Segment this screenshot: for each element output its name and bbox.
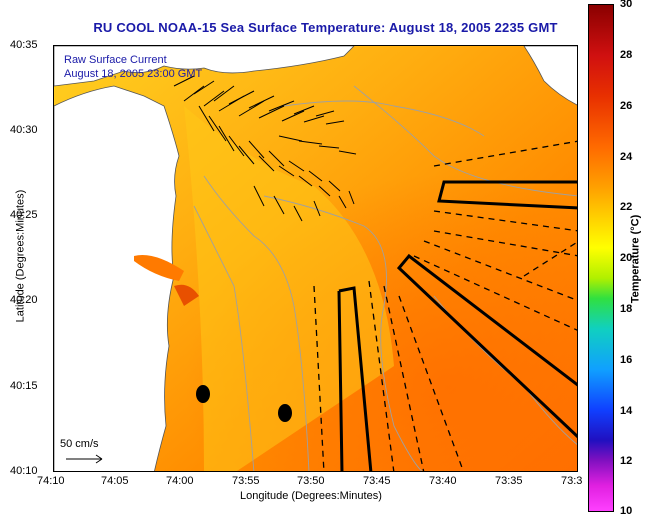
temperature-colorbar [588,4,614,512]
colorbar-label: Temperature (°C) [628,214,641,304]
legend-current-time: August 18, 2005 23:00 GMT [64,68,203,80]
y-tick: 40:35 [10,39,38,51]
x-tick: 74:10 [37,475,65,487]
y-tick: 40:15 [10,380,38,392]
colorbar-tick: 28 [620,49,633,61]
y-tick: 40:25 [10,209,38,221]
colorbar-tick: 30 [620,0,633,10]
colorbar-tick: 22 [620,201,633,213]
x-axis-label: Longitude (Degrees:Minutes) [240,490,382,502]
colorbar-tick: 10 [620,505,633,517]
mooring-marker [278,404,292,422]
x-tick: 73:55 [232,475,260,487]
sst-map [53,45,578,472]
y-tick: 40:30 [10,124,38,136]
x-tick: 74:05 [101,475,129,487]
colorbar-tick: 12 [620,455,633,467]
mooring-marker [196,385,210,403]
colorbar-tick: 16 [620,354,633,366]
colorbar-tick: 24 [620,151,633,163]
transect-wedge-east [437,180,577,210]
colorbar-tick: 18 [620,303,633,315]
x-tick: 73:35 [495,475,523,487]
colorbar-tick: 14 [620,405,633,417]
legend-raw-current: Raw Surface Current [64,54,167,66]
scale-label: 50 cm/s [60,438,99,450]
colorbar-tick: 26 [620,100,633,112]
x-tick: 74:00 [166,475,194,487]
x-tick: 73:3 [561,475,583,487]
land-new-jersey [54,85,180,471]
transect-wedge-south [337,286,373,471]
map-title: RU COOL NOAA-15 Sea Surface Temperature:… [93,20,558,35]
x-tick: 73:40 [429,475,457,487]
y-tick: 40:20 [10,294,38,306]
colorbar-tick: 20 [620,252,633,264]
land-long-island [54,46,355,87]
transect-wedge-southeast [396,253,577,439]
y-axis-label: Latitude (Degrees:Minutes) [14,189,27,323]
x-tick: 73:45 [363,475,391,487]
x-tick: 73:50 [297,475,325,487]
y-tick: 40:10 [10,465,38,477]
